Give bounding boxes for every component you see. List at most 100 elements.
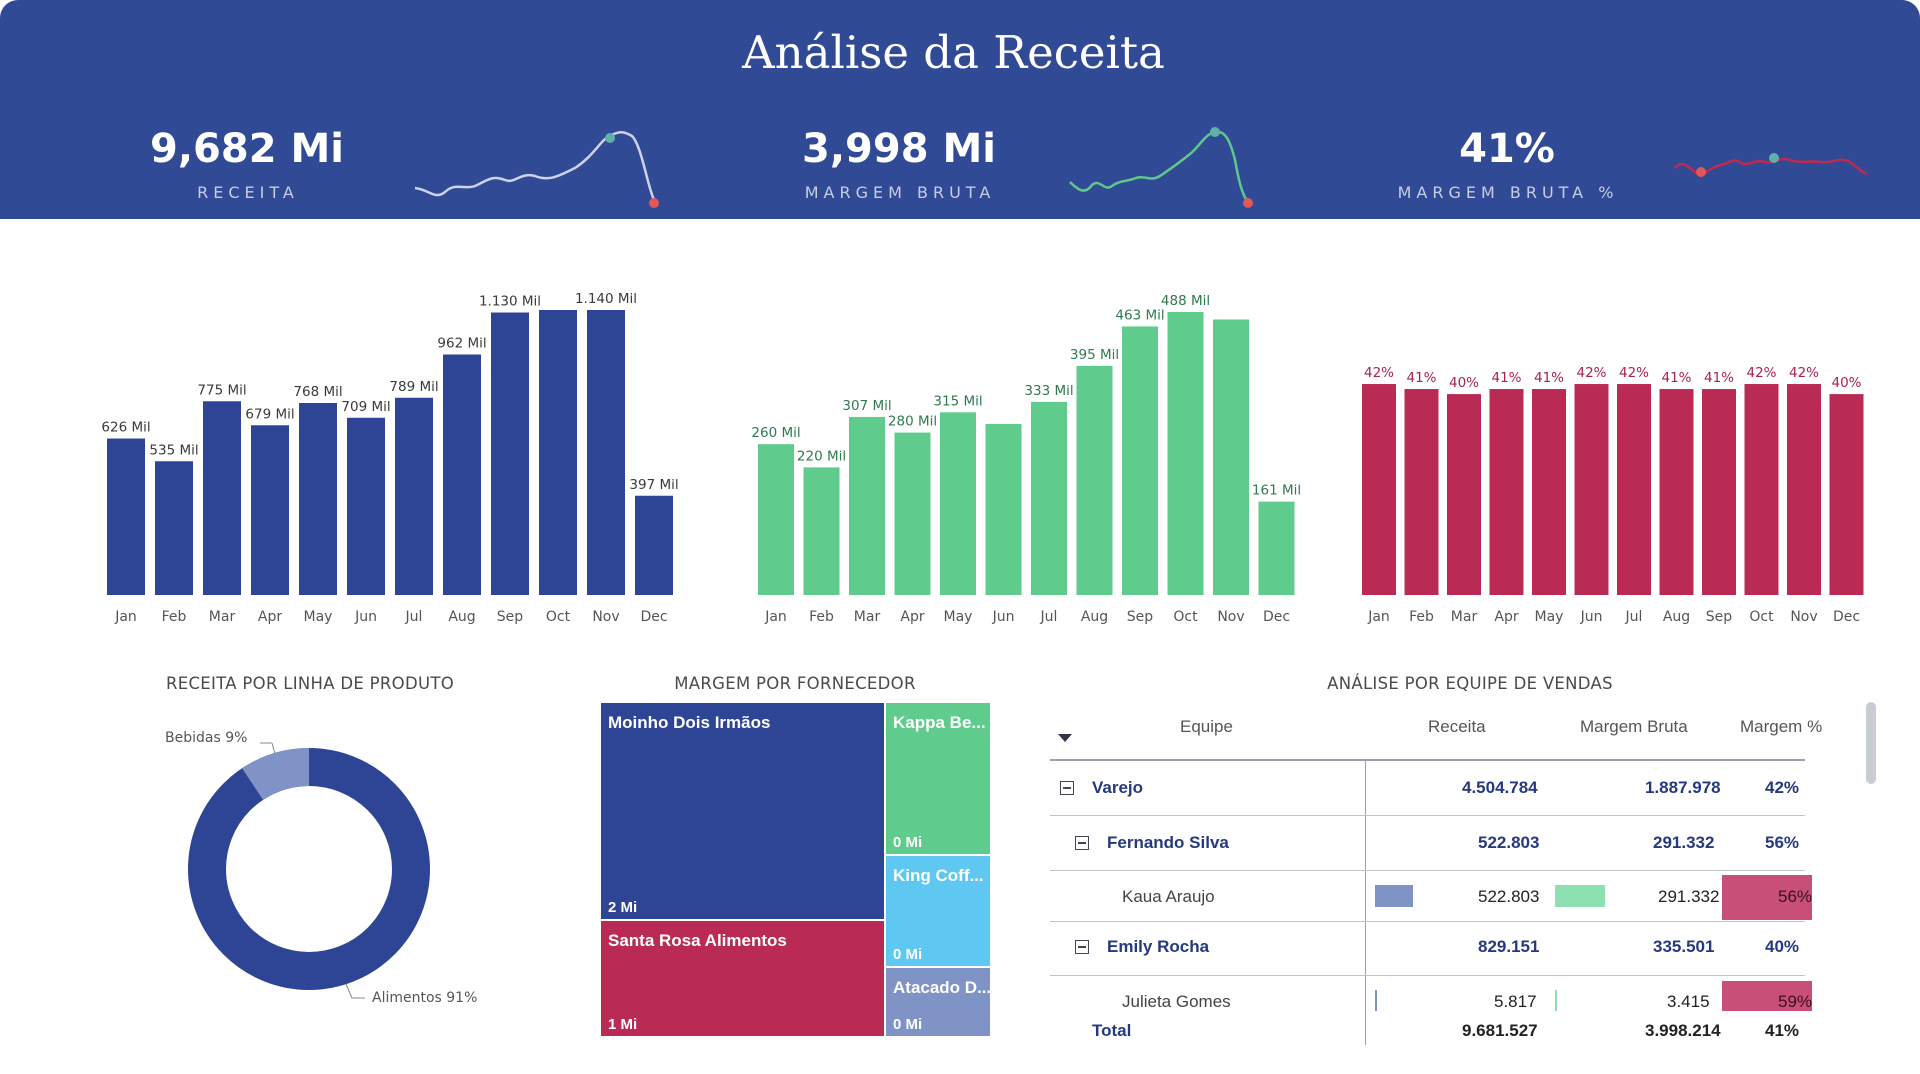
receita-x-tick: Jun	[354, 609, 377, 625]
margem-x-tick: May	[944, 609, 973, 625]
margem-bar-may[interactable]	[940, 412, 976, 595]
receita-x-tick: Sep	[497, 609, 524, 625]
pct-bar-aug[interactable]	[1659, 389, 1694, 595]
treemap-tile-atacado[interactable]: Atacado D... 0 Mi	[885, 967, 991, 1037]
pct-data-label: 41%	[1406, 370, 1436, 386]
treemap-tile-santa-rosa[interactable]: Santa Rosa Alimentos 1 Mi	[600, 920, 885, 1037]
cell-julieta-receita: 5.817	[1494, 992, 1537, 1011]
treemap-tile-kappa[interactable]: Kappa Be... 0 Mi	[885, 702, 991, 855]
margem-bar-sep[interactable]	[1122, 326, 1158, 595]
margem-bar-nov[interactable]	[1213, 319, 1249, 596]
cell-varejo-margem: 1.887.978	[1645, 778, 1721, 797]
margem-data-label: 307 Mil	[842, 398, 891, 414]
receita-x-tick: Dec	[640, 609, 667, 625]
receita-bar-mar[interactable]	[203, 401, 241, 595]
receita-bar-sep[interactable]	[491, 312, 529, 596]
collapse-varejo-icon[interactable]	[1060, 781, 1074, 795]
pct-bar-jul[interactable]	[1617, 384, 1651, 595]
receita-data-label: 962 Mil	[437, 336, 486, 352]
row-label-fernando: Fernando Silva	[1107, 833, 1229, 852]
margem-bar-jan[interactable]	[758, 444, 794, 595]
margem-bar-dec[interactable]	[1258, 501, 1295, 595]
pct-bar-jan[interactable]	[1362, 384, 1396, 595]
cell-kaua-receita: 522.803	[1478, 887, 1540, 906]
margem-bar-aug[interactable]	[1076, 365, 1113, 595]
receita-bar-jun[interactable]	[347, 417, 385, 595]
receita-x-tick: Feb	[162, 609, 187, 625]
margem-bar-mar[interactable]	[849, 416, 885, 595]
margem-data-label: 260 Mil	[751, 425, 800, 441]
row-label-varejo: Varejo	[1092, 778, 1144, 797]
pct-bar-mar[interactable]	[1447, 394, 1481, 595]
receita-bar-jul[interactable]	[395, 397, 433, 595]
product-line-donut	[188, 742, 430, 999]
cell-kaua-margem: 291.332	[1658, 887, 1720, 906]
cell-julieta-pct: 59%	[1778, 992, 1813, 1011]
cell-total-receita: 9.681.527	[1462, 1021, 1538, 1040]
pct-data-label: 41%	[1491, 370, 1521, 386]
receita-bar-dec[interactable]	[635, 495, 673, 595]
donut-label-alimentos: Alimentos 91%	[372, 990, 478, 1006]
margem-bar-apr[interactable]	[894, 432, 931, 595]
margem-data-label: 488 Mil	[1161, 293, 1210, 309]
treemap-tile-king-coffee[interactable]: King Coff... 0 Mi	[885, 855, 991, 967]
cell-emily-margem: 335.501	[1653, 937, 1715, 956]
receita-bar-apr[interactable]	[251, 425, 289, 595]
treemap-tile-moinho[interactable]: Moinho Dois Irmãos 2 Mi	[600, 702, 885, 920]
col-header-equipe[interactable]: Equipe	[1180, 717, 1233, 736]
col-header-margem-bruta[interactable]: Margem Bruta	[1580, 717, 1688, 736]
receita-bar-jan[interactable]	[107, 438, 145, 596]
pct-bar-may[interactable]	[1532, 389, 1566, 595]
cell-total-pct: 41%	[1765, 1021, 1800, 1040]
margem-bar-feb[interactable]	[803, 467, 840, 595]
receita-bar-may[interactable]	[299, 403, 337, 595]
pct-bar-dec[interactable]	[1829, 394, 1864, 595]
pct-data-label: 42%	[1746, 365, 1776, 381]
cell-fernando-receita: 522.803	[1478, 833, 1540, 852]
margem-data-label: 463 Mil	[1115, 307, 1164, 323]
cell-varejo-receita: 4.504.784	[1462, 778, 1538, 797]
cell-julieta-margem: 3.415	[1667, 992, 1710, 1011]
pct-bar-oct[interactable]	[1744, 384, 1779, 595]
receita-data-label: 1.140 Mil	[575, 291, 637, 307]
margem-bar-jul[interactable]	[1031, 401, 1067, 595]
pct-x-tick: Aug	[1663, 609, 1690, 625]
cell-total-margem: 3.998.214	[1645, 1021, 1721, 1040]
margem-x-tick: Feb	[809, 609, 834, 625]
collapse-fernando-icon[interactable]	[1075, 836, 1089, 850]
margem-bar-jun[interactable]	[985, 423, 1022, 595]
kpi-margem-sparkline	[1069, 127, 1253, 208]
row-label-kaua: Kaua Araujo	[1122, 887, 1215, 906]
matrix-scrollbar[interactable]	[1866, 702, 1876, 784]
receita-bar-nov[interactable]	[587, 310, 625, 595]
receita-data-label: 1.130 Mil	[479, 294, 541, 310]
pct-bar-apr[interactable]	[1489, 389, 1524, 595]
margem-x-tick: Sep	[1127, 609, 1154, 625]
pct-x-tick: Feb	[1409, 609, 1434, 625]
receita-bar-aug[interactable]	[443, 354, 481, 596]
receita-bar-feb[interactable]	[155, 461, 193, 595]
cell-varejo-pct: 42%	[1765, 778, 1800, 797]
receita-data-label: 789 Mil	[389, 379, 438, 395]
row-label-total: Total	[1092, 1021, 1132, 1040]
receita-data-label: 709 Mil	[341, 399, 390, 415]
sales-team-matrix: Equipe Receita Margem Bruta Margem % Var…	[1050, 705, 1850, 1045]
pct-bar-sep[interactable]	[1702, 389, 1736, 595]
collapse-emily-icon[interactable]	[1075, 940, 1089, 954]
pct-bar-jun[interactable]	[1574, 384, 1609, 595]
sort-arrow-icon[interactable]	[1058, 734, 1072, 742]
pct-x-tick: Oct	[1749, 609, 1774, 625]
donut-slice-alimentos	[188, 748, 430, 990]
margem-bar-oct[interactable]	[1167, 311, 1204, 595]
receita-bar-oct[interactable]	[539, 310, 577, 595]
donut-title: RECEITA POR LINHA DE PRODUTO	[165, 674, 455, 693]
col-header-margem-pct[interactable]: Margem %	[1740, 717, 1823, 736]
kpi-margem-value: 3,998 Mi	[802, 126, 996, 172]
pct-x-tick: Mar	[1451, 609, 1478, 625]
pct-bar-nov[interactable]	[1787, 384, 1821, 595]
receita-x-tick: May	[304, 609, 333, 625]
kaua-margem-databar	[1555, 885, 1605, 907]
col-header-receita[interactable]: Receita	[1428, 717, 1486, 736]
pct-data-label: 42%	[1789, 365, 1819, 381]
pct-bar-feb[interactable]	[1404, 389, 1439, 595]
